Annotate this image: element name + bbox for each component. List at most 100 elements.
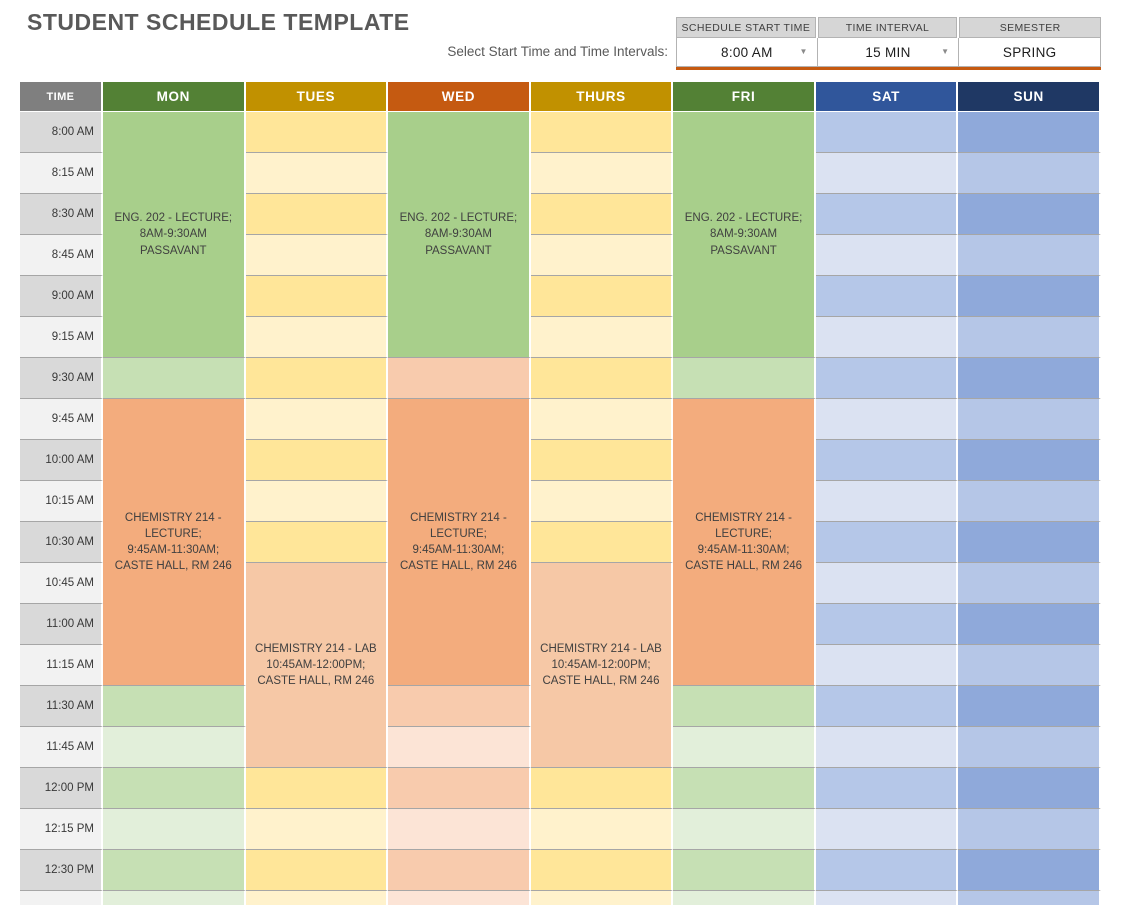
slot-cell-tues[interactable] <box>245 235 389 276</box>
slot-cell-fri[interactable] <box>673 809 816 850</box>
slot-cell-sun[interactable] <box>958 317 1101 358</box>
slot-cell-sun[interactable] <box>958 686 1101 727</box>
slot-cell-sun[interactable] <box>958 481 1101 522</box>
slot-cell-sun[interactable] <box>958 850 1101 891</box>
dropdown-arrow-icon[interactable]: ▼ <box>941 47 950 57</box>
slot-cell-sun[interactable] <box>958 440 1101 481</box>
slot-cell-thurs[interactable] <box>530 276 674 317</box>
slot-cell-tues[interactable] <box>245 112 389 153</box>
slot-cell-sun[interactable] <box>958 604 1101 645</box>
event-cell-fri[interactable]: ENG. 202 - LECTURE; 8AM-9:30AM PASSAVANT <box>673 112 816 358</box>
slot-cell-sat[interactable] <box>815 317 959 358</box>
slot-cell-tues[interactable] <box>245 809 389 850</box>
slot-cell-sun[interactable] <box>958 112 1101 153</box>
slot-cell-thurs[interactable] <box>530 235 674 276</box>
schedule-start-time-select[interactable]: 8:00 AM ▼ <box>676 38 818 67</box>
slot-cell-sun[interactable] <box>958 727 1101 768</box>
slot-cell-sat[interactable] <box>815 604 959 645</box>
slot-cell-thurs[interactable] <box>530 440 674 481</box>
slot-cell-wed[interactable] <box>388 768 531 809</box>
slot-cell-sat[interactable] <box>815 686 959 727</box>
slot-cell-mon[interactable] <box>103 727 246 768</box>
slot-cell-sat[interactable] <box>815 194 959 235</box>
slot-cell-tues[interactable] <box>245 522 389 563</box>
slot-cell-thurs[interactable] <box>530 768 674 809</box>
slot-cell-mon[interactable] <box>103 809 246 850</box>
slot-cell-sun[interactable] <box>958 522 1101 563</box>
slot-cell-thurs[interactable] <box>530 194 674 235</box>
slot-cell-thurs[interactable] <box>530 358 674 399</box>
slot-cell-mon[interactable] <box>103 358 246 399</box>
slot-cell-mon[interactable] <box>103 768 246 809</box>
event-cell-wed[interactable]: CHEMISTRY 214 - LECTURE; 9:45AM-11:30AM;… <box>388 399 531 686</box>
event-cell-mon[interactable]: ENG. 202 - LECTURE; 8AM-9:30AM PASSAVANT <box>103 112 246 358</box>
slot-cell-tues[interactable] <box>245 440 389 481</box>
slot-cell-sat[interactable] <box>815 481 959 522</box>
slot-cell-thurs[interactable] <box>530 153 674 194</box>
slot-cell-sat[interactable] <box>815 399 959 440</box>
slot-cell-tues[interactable] <box>245 850 389 891</box>
slot-cell-sun[interactable] <box>958 276 1101 317</box>
slot-cell-sat[interactable] <box>815 235 959 276</box>
slot-cell-mon[interactable] <box>103 686 246 727</box>
slot-cell-sat[interactable] <box>815 563 959 604</box>
semester-input[interactable]: SPRING <box>959 38 1102 67</box>
slot-cell-thurs[interactable] <box>530 522 674 563</box>
slot-cell-fri[interactable] <box>673 891 816 905</box>
slot-cell-tues[interactable] <box>245 891 389 905</box>
slot-cell-wed[interactable] <box>388 686 531 727</box>
slot-cell-sun[interactable] <box>958 153 1101 194</box>
slot-cell-thurs[interactable] <box>530 399 674 440</box>
slot-cell-thurs[interactable] <box>530 891 674 905</box>
slot-cell-sat[interactable] <box>815 440 959 481</box>
slot-cell-wed[interactable] <box>388 358 531 399</box>
slot-cell-sat[interactable] <box>815 768 959 809</box>
event-cell-fri[interactable]: CHEMISTRY 214 - LECTURE; 9:45AM-11:30AM;… <box>673 399 816 686</box>
slot-cell-sat[interactable] <box>815 809 959 850</box>
event-cell-mon[interactable]: CHEMISTRY 214 - LECTURE; 9:45AM-11:30AM;… <box>103 399 246 686</box>
slot-cell-sat[interactable] <box>815 522 959 563</box>
event-cell-wed[interactable]: ENG. 202 - LECTURE; 8AM-9:30AM PASSAVANT <box>388 112 531 358</box>
event-cell-thurs[interactable]: CHEMISTRY 214 - LAB 10:45AM-12:00PM; CAS… <box>530 563 674 768</box>
slot-cell-tues[interactable] <box>245 276 389 317</box>
slot-cell-sat[interactable] <box>815 112 959 153</box>
slot-cell-sun[interactable] <box>958 809 1101 850</box>
slot-cell-wed[interactable] <box>388 809 531 850</box>
slot-cell-tues[interactable] <box>245 481 389 522</box>
slot-cell-tues[interactable] <box>245 317 389 358</box>
slot-cell-wed[interactable] <box>388 891 531 905</box>
slot-cell-sat[interactable] <box>815 153 959 194</box>
slot-cell-thurs[interactable] <box>530 481 674 522</box>
slot-cell-tues[interactable] <box>245 768 389 809</box>
slot-cell-tues[interactable] <box>245 194 389 235</box>
slot-cell-sun[interactable] <box>958 891 1101 905</box>
slot-cell-thurs[interactable] <box>530 317 674 358</box>
slot-cell-sat[interactable] <box>815 276 959 317</box>
slot-cell-sun[interactable] <box>958 235 1101 276</box>
slot-cell-sat[interactable] <box>815 727 959 768</box>
slot-cell-sun[interactable] <box>958 645 1101 686</box>
slot-cell-sat[interactable] <box>815 850 959 891</box>
time-interval-select[interactable]: 15 MIN ▼ <box>817 38 960 67</box>
slot-cell-thurs[interactable] <box>530 809 674 850</box>
slot-cell-tues[interactable] <box>245 153 389 194</box>
slot-cell-mon[interactable] <box>103 891 246 905</box>
slot-cell-sat[interactable] <box>815 645 959 686</box>
slot-cell-fri[interactable] <box>673 686 816 727</box>
slot-cell-thurs[interactable] <box>530 850 674 891</box>
slot-cell-fri[interactable] <box>673 850 816 891</box>
slot-cell-sun[interactable] <box>958 399 1101 440</box>
slot-cell-wed[interactable] <box>388 727 531 768</box>
slot-cell-sun[interactable] <box>958 194 1101 235</box>
slot-cell-tues[interactable] <box>245 358 389 399</box>
slot-cell-sat[interactable] <box>815 891 959 905</box>
slot-cell-fri[interactable] <box>673 768 816 809</box>
slot-cell-sat[interactable] <box>815 358 959 399</box>
slot-cell-fri[interactable] <box>673 727 816 768</box>
event-cell-tues[interactable]: CHEMISTRY 214 - LAB 10:45AM-12:00PM; CAS… <box>245 563 389 768</box>
slot-cell-wed[interactable] <box>388 850 531 891</box>
slot-cell-sun[interactable] <box>958 768 1101 809</box>
slot-cell-sun[interactable] <box>958 358 1101 399</box>
slot-cell-sun[interactable] <box>958 563 1101 604</box>
slot-cell-fri[interactable] <box>673 358 816 399</box>
